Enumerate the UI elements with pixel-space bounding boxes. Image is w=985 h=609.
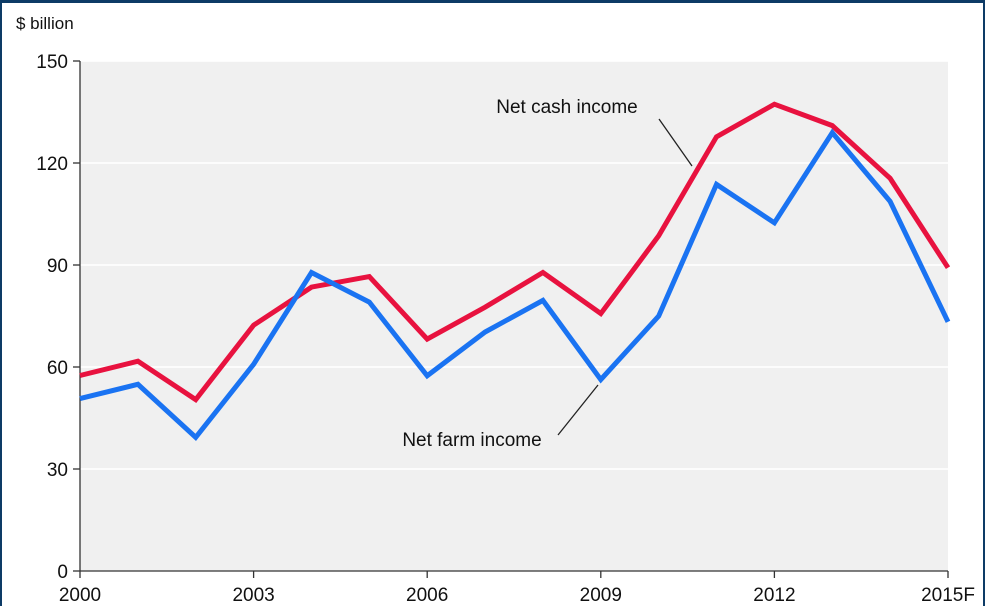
net-farm-income-line	[79, 128, 951, 442]
annotation-label: Net farm income	[402, 430, 541, 451]
line-chart: 0 30 60 90 120 150 2000 2003 2006 2009 2012 2015F $ …	[16, 14, 975, 606]
y-tick-label: 30	[47, 460, 68, 481]
y-tick-label: 0	[57, 562, 68, 583]
y-axis-unit-label: $ billion	[16, 14, 74, 33]
x-tick-label: 2012	[753, 585, 795, 606]
x-tick-label: 2015F	[921, 585, 975, 606]
y-tick-label: 60	[47, 358, 68, 379]
annotation-label: Net cash income	[496, 97, 638, 118]
x-tick-label: 2000	[59, 585, 101, 606]
x-tick-label: 2006	[406, 585, 448, 606]
y-tick-label: 120	[36, 154, 68, 175]
annotation-leader-line	[658, 118, 693, 167]
net-cash-income-line	[79, 101, 951, 403]
x-tick-label: 2003	[232, 585, 274, 606]
x-tick-label: 2009	[580, 585, 622, 606]
y-tick-label: 90	[47, 256, 68, 277]
annotation-leader-line	[557, 384, 599, 436]
y-tick-label: 150	[36, 52, 68, 73]
